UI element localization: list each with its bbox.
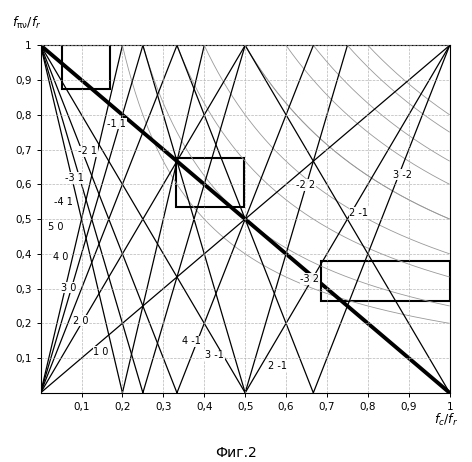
Text: -4 1: -4 1: [54, 197, 73, 207]
Text: 5 0: 5 0: [49, 222, 64, 232]
Text: 3 0: 3 0: [61, 283, 76, 292]
Text: Фиг.2: Фиг.2: [215, 446, 257, 460]
Bar: [62, 45, 110, 89]
Text: 4 0: 4 0: [53, 252, 69, 261]
Bar: [177, 158, 244, 207]
Text: $f_c/f_r$: $f_c/f_r$: [434, 412, 458, 428]
Text: 3 -1: 3 -1: [205, 350, 224, 360]
Text: 2 -1: 2 -1: [349, 208, 368, 218]
Bar: [321, 261, 450, 301]
Text: -1 1: -1 1: [107, 119, 126, 128]
Text: -2 1: -2 1: [78, 146, 97, 156]
Text: 2 -1: 2 -1: [268, 361, 287, 371]
Text: -3 2: -3 2: [300, 274, 319, 284]
Text: $f_{\rm\pi\nu}/f_r$: $f_{\rm\pi\nu}/f_r$: [12, 15, 42, 31]
Text: 1 0: 1 0: [93, 347, 109, 357]
Text: 4 -1: 4 -1: [182, 336, 201, 346]
Text: 3 -2: 3 -2: [393, 170, 412, 180]
Text: -2 2: -2 2: [296, 180, 315, 190]
Text: -3 1: -3 1: [65, 173, 84, 183]
Text: 2 0: 2 0: [73, 316, 88, 326]
